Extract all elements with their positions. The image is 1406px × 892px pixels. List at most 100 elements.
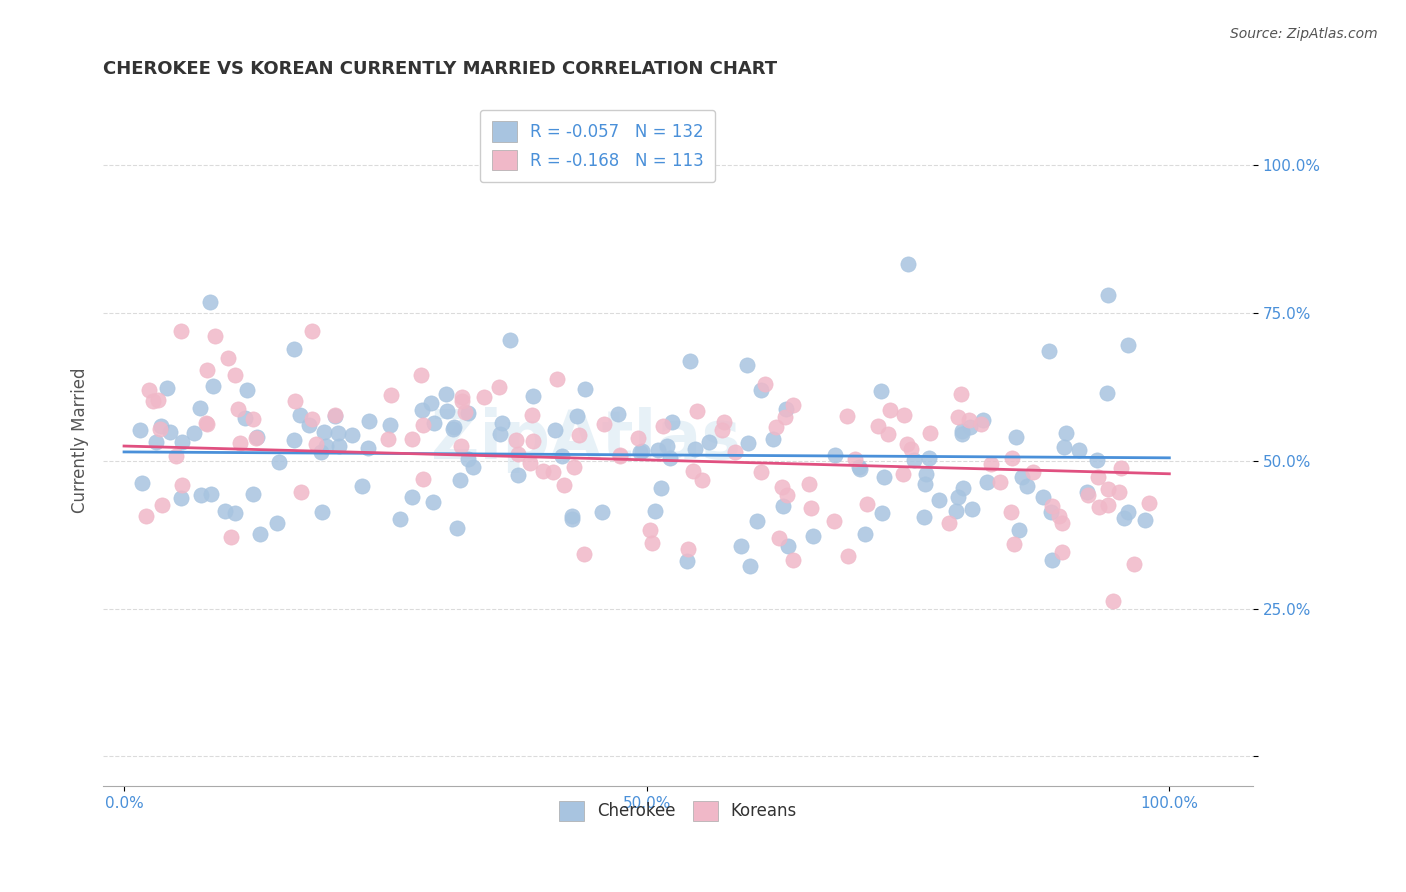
Point [488,380,510,394]
Point [630,443,652,458]
Point [233,411,256,425]
Point [441,422,464,436]
Point [1040,499,1063,513]
Point [679,354,702,368]
Point [893,408,915,422]
Point [1097,499,1119,513]
Point [1011,470,1033,484]
Point [1000,505,1022,519]
Point [412,417,434,432]
Legend: Cherokee, Koreans: Cherokee, Koreans [547,789,808,833]
Point [326,425,349,440]
Point [561,512,583,526]
Point [647,442,669,457]
Point [472,390,495,404]
Point [824,448,846,462]
Point [1008,523,1031,537]
Point [194,416,217,430]
Point [593,417,616,431]
Point [1001,451,1024,466]
Point [638,523,661,537]
Point [988,475,1011,489]
Point [388,511,411,525]
Point [129,423,152,437]
Point [876,426,898,441]
Point [957,413,980,427]
Point [505,434,527,448]
Point [962,502,984,516]
Point [219,530,242,544]
Point [1017,478,1039,492]
Point [531,464,554,478]
Point [749,383,772,397]
Point [879,402,901,417]
Point [775,402,797,417]
Point [1054,425,1077,440]
Point [1047,509,1070,524]
Point [422,495,444,509]
Point [214,503,236,517]
Point [853,527,876,541]
Point [1085,452,1108,467]
Point [952,481,974,495]
Point [544,424,567,438]
Point [1032,491,1054,505]
Point [457,451,479,466]
Point [723,445,745,459]
Point [217,351,239,365]
Point [946,490,969,504]
Point [565,409,588,424]
Point [546,372,568,386]
Point [823,514,845,528]
Point [463,460,485,475]
Point [499,333,522,347]
Point [224,506,246,520]
Point [710,423,733,437]
Point [692,474,714,488]
Point [800,500,823,515]
Point [204,329,226,343]
Point [770,480,793,494]
Point [1097,288,1119,302]
Point [980,458,1002,472]
Point [946,410,969,425]
Point [762,432,785,446]
Point [950,427,973,442]
Point [1067,442,1090,457]
Y-axis label: Currently Married: Currently Married [72,368,89,513]
Point [522,388,544,402]
Point [283,433,305,447]
Point [1123,557,1146,571]
Point [765,420,787,434]
Point [266,516,288,531]
Point [713,415,735,429]
Point [1137,496,1160,510]
Point [1109,460,1132,475]
Point [609,448,631,462]
Point [900,442,922,457]
Point [142,393,165,408]
Point [844,452,866,467]
Point [377,432,399,446]
Point [609,449,631,463]
Point [682,465,704,479]
Point [491,416,513,430]
Point [457,406,479,420]
Point [776,539,799,553]
Point [699,435,721,450]
Point [202,379,225,393]
Point [644,504,666,518]
Point [420,396,443,410]
Point [970,417,993,432]
Point [1042,552,1064,566]
Point [283,342,305,356]
Point [323,408,346,422]
Point [837,549,859,563]
Point [229,435,252,450]
Point [156,381,179,395]
Point [200,487,222,501]
Point [412,472,434,486]
Point [350,479,373,493]
Point [197,417,219,432]
Point [976,475,998,489]
